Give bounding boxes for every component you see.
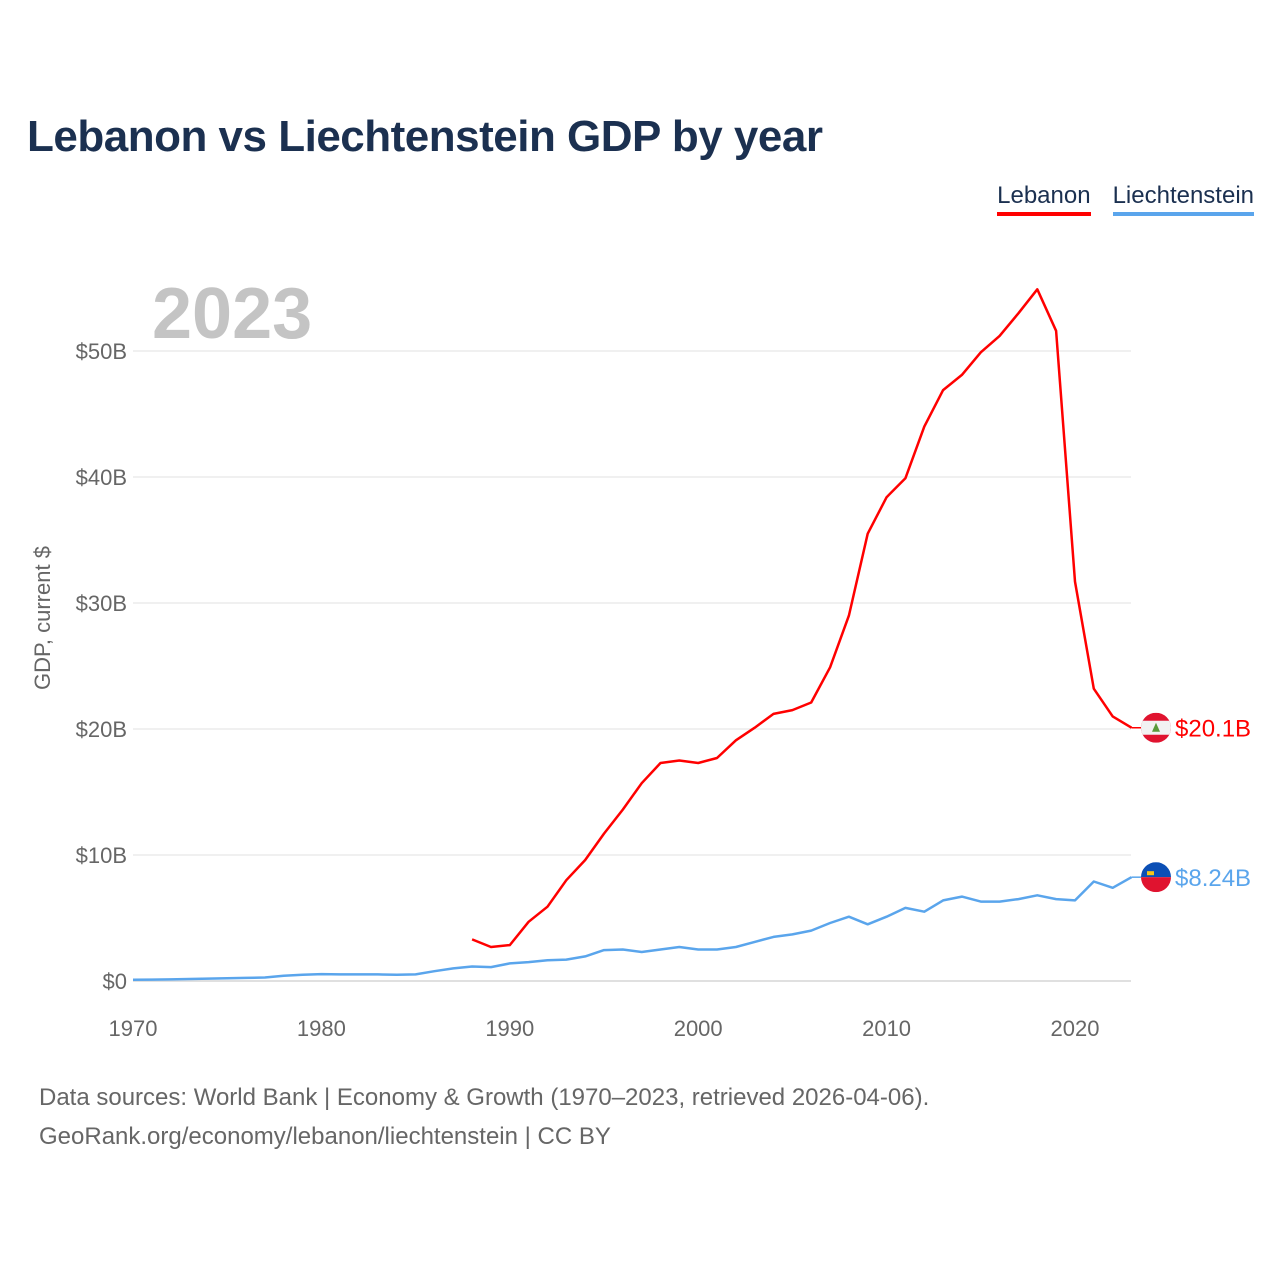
y-tick-label: $0 bbox=[103, 969, 127, 994]
x-tick-label: 2010 bbox=[862, 1016, 911, 1041]
lebanon-flag-icon bbox=[1141, 712, 1171, 743]
y-tick-label: $30B bbox=[76, 591, 127, 616]
x-tick-label: 1970 bbox=[109, 1016, 158, 1041]
y-tick-label: $50B bbox=[76, 339, 127, 364]
chart-title: Lebanon vs Liechtenstein GDP by year bbox=[27, 112, 823, 161]
footer-sources: Data sources: World Bank | Economy & Gro… bbox=[39, 1084, 930, 1111]
x-tick-label: 2020 bbox=[1051, 1016, 1100, 1041]
series-line-liechtenstein bbox=[132, 876, 1133, 981]
y-tick-label: $20B bbox=[76, 717, 127, 742]
y-tick-label: $10B bbox=[76, 843, 127, 868]
y-tick-label: $40B bbox=[76, 465, 127, 490]
legend-lebanon[interactable]: Lebanon bbox=[997, 182, 1091, 216]
liechtenstein-flag-icon bbox=[1141, 862, 1171, 893]
y-axis-label: GDP, current $ bbox=[30, 546, 55, 690]
year-watermark: 2023 bbox=[152, 274, 312, 354]
x-tick-label: 1990 bbox=[485, 1016, 534, 1041]
x-tick-label: 2000 bbox=[674, 1016, 723, 1041]
legend: Lebanon Liechtenstein bbox=[997, 182, 1254, 216]
legend-liechtenstein[interactable]: Liechtenstein bbox=[1112, 182, 1254, 216]
x-tick-label: 1980 bbox=[297, 1016, 346, 1041]
end-value-label-lebanon: $20.1B bbox=[1175, 716, 1251, 743]
end-value-label-liechtenstein: $8.24B bbox=[1175, 865, 1251, 892]
footer-url[interactable]: GeoRank.org/economy/lebanon/liechtenstei… bbox=[39, 1123, 611, 1150]
series-line-lebanon bbox=[471, 288, 1133, 949]
